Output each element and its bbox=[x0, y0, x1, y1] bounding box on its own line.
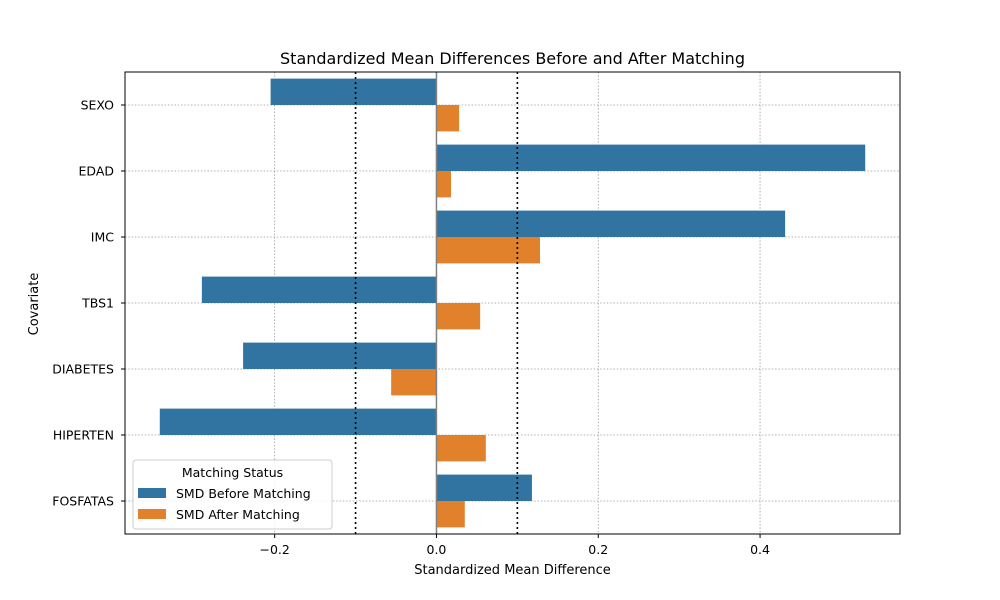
legend-label-after: SMD After Matching bbox=[176, 507, 300, 522]
legend-frame bbox=[132, 459, 333, 530]
y-tick-label: DIABETES bbox=[52, 362, 114, 377]
bar-before-matching bbox=[159, 408, 437, 435]
legend-swatch-before bbox=[138, 488, 166, 498]
y-tick-label: SEXO bbox=[81, 98, 115, 113]
bar-after-matching bbox=[391, 369, 437, 396]
x-tick-label: 0.4 bbox=[750, 542, 770, 557]
bar-before-matching bbox=[436, 210, 786, 237]
chart-title: Standardized Mean Differences Before and… bbox=[280, 49, 745, 68]
y-axis-title: Covariate bbox=[27, 273, 42, 336]
bar-after-matching bbox=[436, 303, 481, 330]
bar-after-matching bbox=[436, 435, 486, 462]
legend: Matching Status SMD Before Matching SMD … bbox=[132, 459, 333, 530]
x-axis-title: Standardized Mean Difference bbox=[414, 563, 611, 578]
y-tick-label: HIPERTEN bbox=[53, 428, 114, 443]
x-tick-label: −0.2 bbox=[259, 542, 289, 557]
legend-label-before: SMD Before Matching bbox=[176, 486, 311, 501]
bar-before-matching bbox=[436, 474, 532, 501]
x-tick-label: 0.0 bbox=[427, 542, 447, 557]
bar-after-matching bbox=[436, 171, 452, 198]
bar-before-matching bbox=[436, 144, 866, 171]
y-tick-label: IMC bbox=[91, 230, 114, 245]
bar-after-matching bbox=[436, 237, 541, 264]
x-tick-label: 0.2 bbox=[588, 542, 608, 557]
bar-before-matching bbox=[243, 342, 437, 369]
bar-before-matching bbox=[201, 276, 437, 303]
bar-after-matching bbox=[436, 501, 465, 528]
y-tick-label: FOSFATAS bbox=[52, 494, 114, 509]
bar-before-matching bbox=[270, 78, 437, 105]
legend-swatch-after bbox=[138, 509, 166, 519]
y-tick-label: TBS1 bbox=[81, 296, 114, 311]
plot-area: −0.2 0.0 0.2 0.4 SEXO EDAD IMC TBS1 DIABETES HIPE… bbox=[52, 71, 901, 557]
y-tick-label: EDAD bbox=[79, 164, 114, 179]
legend-title: Matching Status bbox=[182, 465, 283, 480]
bar-after-matching bbox=[436, 105, 460, 132]
